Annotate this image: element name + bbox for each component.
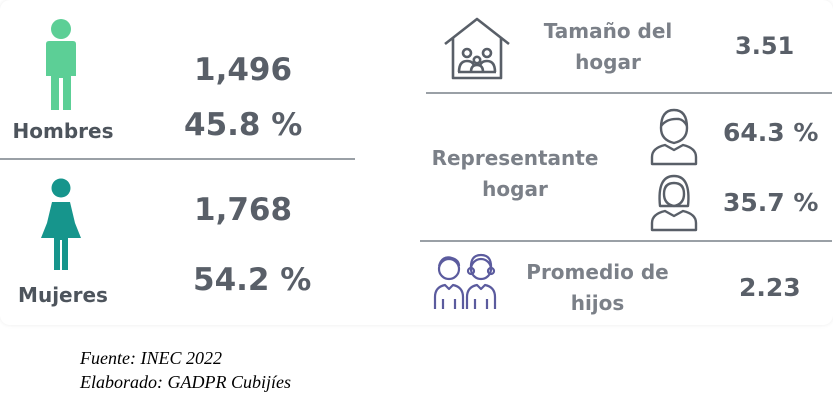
female-avatar-icon xyxy=(649,172,699,232)
children-avg-label-line2: hijos xyxy=(570,291,625,315)
woman-icon xyxy=(37,178,85,270)
footer-author: Elaborado: GADPR Cubijíes xyxy=(80,372,291,392)
demographics-card: Hombres 1,496 45.8 % Mujeres 1,768 54.2 … xyxy=(0,16,832,319)
women-count: 1,768 xyxy=(194,192,293,228)
children-icon xyxy=(432,249,498,311)
children-avg-label: Promedio de hijos xyxy=(515,257,680,319)
footer-source: Fuente: INEC 2022 xyxy=(80,348,222,368)
male-avatar-icon xyxy=(649,106,699,166)
women-label: Mujeres xyxy=(18,283,108,307)
household-size-label: Tamaño del hogar xyxy=(528,16,688,78)
household-size-label-line2: hogar xyxy=(575,50,641,74)
man-icon xyxy=(40,18,82,110)
men-label: Hombres xyxy=(12,119,114,143)
household-size-label-line1: Tamaño del xyxy=(543,19,673,43)
house-family-icon xyxy=(441,16,513,80)
household-head-female-percent: 35.7 % xyxy=(723,188,819,217)
household-head-label-line2: hogar xyxy=(482,177,548,201)
children-avg-value: 2.23 xyxy=(739,273,801,302)
men-percent: 45.8 % xyxy=(184,107,303,143)
divider-household-head xyxy=(420,240,832,242)
household-head-label-line1: Representante xyxy=(431,146,599,170)
divider-household-size xyxy=(426,92,832,94)
divider-gender xyxy=(0,158,355,160)
women-percent: 54.2 % xyxy=(193,262,312,298)
household-head-label: Representante hogar xyxy=(430,143,600,205)
household-size-value: 3.51 xyxy=(735,32,795,60)
household-head-male-percent: 64.3 % xyxy=(723,118,819,147)
children-avg-label-line1: Promedio de xyxy=(526,260,669,284)
men-count: 1,496 xyxy=(194,52,293,88)
